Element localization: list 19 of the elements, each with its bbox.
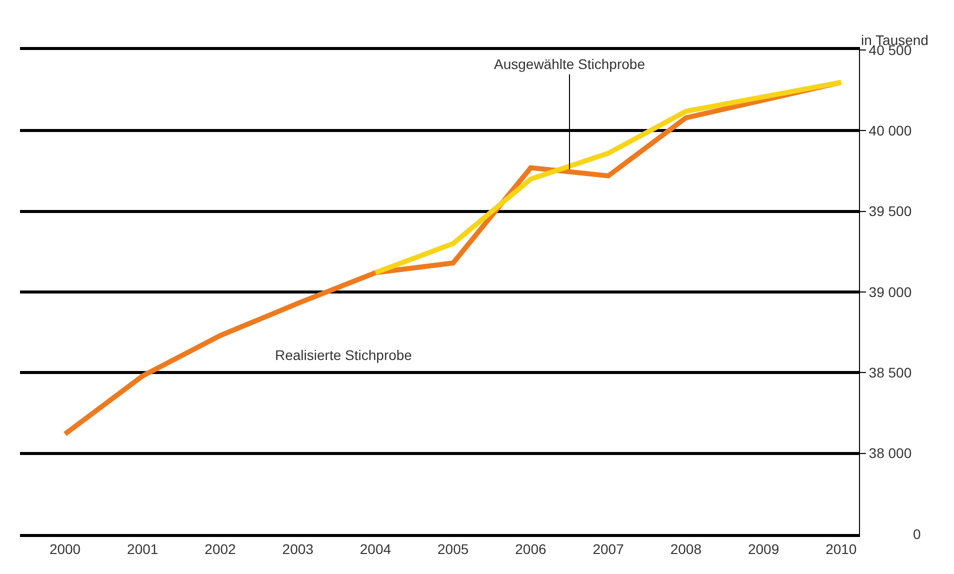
x-tick-label: 2000 (49, 540, 81, 557)
x-tick-label: 2002 (204, 540, 236, 557)
y-tick-label: 38 500 (868, 364, 912, 381)
x-tick-label: 2006 (515, 540, 546, 557)
annotation: Ausgewählte Stichprobe (494, 56, 646, 72)
annotation: Realisierte Stichprobe (275, 347, 412, 363)
x-tick-label: 2005 (438, 540, 469, 557)
y-tick-label: 39 000 (868, 284, 912, 300)
x-tick-label: 2009 (748, 540, 780, 557)
x-tick-label: 2003 (282, 540, 314, 557)
text: 0 (913, 526, 921, 542)
x-tick-label: 2001 (127, 540, 158, 557)
y-tick-label: 40 000 (868, 122, 912, 139)
x-tick-label: 2004 (360, 540, 392, 557)
x-tick-label: 2007 (592, 540, 624, 557)
x-tick-label: 2008 (670, 540, 702, 557)
y-tick-label: 38 000 (868, 445, 912, 462)
x-tick-label: 2010 (826, 540, 857, 557)
y-tick-label: 39 500 (868, 203, 912, 220)
